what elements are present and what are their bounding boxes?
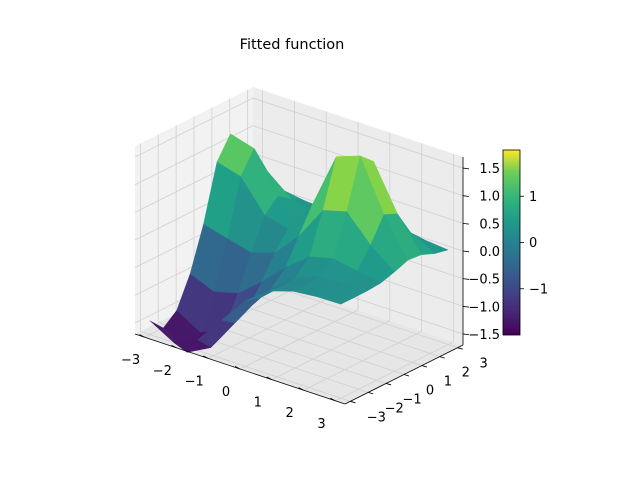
z-tick-mark [462, 195, 470, 197]
x-tick-label: 3 [317, 417, 325, 432]
y-tick-mark [350, 400, 356, 404]
z-tick-label: 1.0 [479, 190, 500, 205]
y-tick-mark [403, 374, 410, 377]
x-tick-mark [202, 355, 209, 359]
grid-line-z [134, 97, 254, 158]
x-tick-label: −2 [153, 364, 172, 379]
x-axis-ticks: −3 −2 −1 0 1 2 3 [121, 334, 336, 432]
x-tick-mark [266, 376, 273, 380]
y-tick-label: 2 [462, 366, 470, 381]
colorbar-tick-label: −1 [529, 282, 548, 297]
z-tick-mark [462, 167, 470, 170]
grid-line-y [229, 286, 440, 358]
x-tick-label: −3 [121, 353, 140, 368]
z-tick-mark [462, 305, 470, 308]
z-tick-mark [462, 222, 470, 225]
x-tick-label: −1 [185, 374, 204, 389]
z-tick-label: 0.0 [479, 245, 500, 260]
surface-patch [316, 290, 355, 305]
y-tick-label: −3 [367, 410, 386, 425]
x-tick-mark [330, 397, 336, 402]
colorbar: −1 0 1 [502, 149, 548, 336]
y-tick-mark [421, 365, 427, 368]
y-tick-label: 0 [426, 384, 434, 399]
x-tick-label: 2 [285, 406, 293, 421]
x-tick-label: 0 [222, 385, 230, 400]
y-tick-label: −1 [403, 392, 422, 407]
z-tick-label: 1.5 [479, 162, 500, 177]
chart-title: Fitted function [240, 37, 345, 53]
y-tick-mark [386, 383, 392, 386]
z-tick-mark [462, 250, 470, 253]
colorbar-tick-label: 0 [529, 236, 537, 251]
x-tick-mark [298, 387, 304, 391]
y-tick-label: −2 [385, 401, 404, 416]
colorbar-gradient [502, 149, 521, 336]
grid-line-z [252, 97, 464, 169]
z-tick-label: −1.0 [468, 300, 500, 315]
x-tick-mark [234, 366, 241, 370]
y-tick-label: 3 [479, 357, 487, 372]
z-axis-ticks: −1.5 −1.0 −0.5 0.0 0.5 1.0 1.5 [462, 162, 500, 343]
colorbar-tick-label: 1 [529, 190, 537, 205]
x-tick-label: 1 [254, 396, 262, 411]
x-tick-mark [139, 334, 145, 338]
z-tick-label: 0.5 [479, 217, 500, 232]
x-tick-mark [171, 344, 177, 349]
z-tick-mark [462, 278, 470, 280]
y-tick-mark [439, 356, 445, 359]
surface-plot [149, 133, 449, 353]
y-tick-mark [368, 391, 374, 395]
colorbar-ticks: −1 0 1 [520, 190, 548, 297]
z-tick-label: −1.5 [468, 328, 500, 343]
y-tick-label: 1 [444, 375, 452, 390]
z-tick-label: −0.5 [468, 273, 500, 288]
y-tick-mark [457, 347, 463, 350]
z-tick-mark [462, 333, 470, 336]
